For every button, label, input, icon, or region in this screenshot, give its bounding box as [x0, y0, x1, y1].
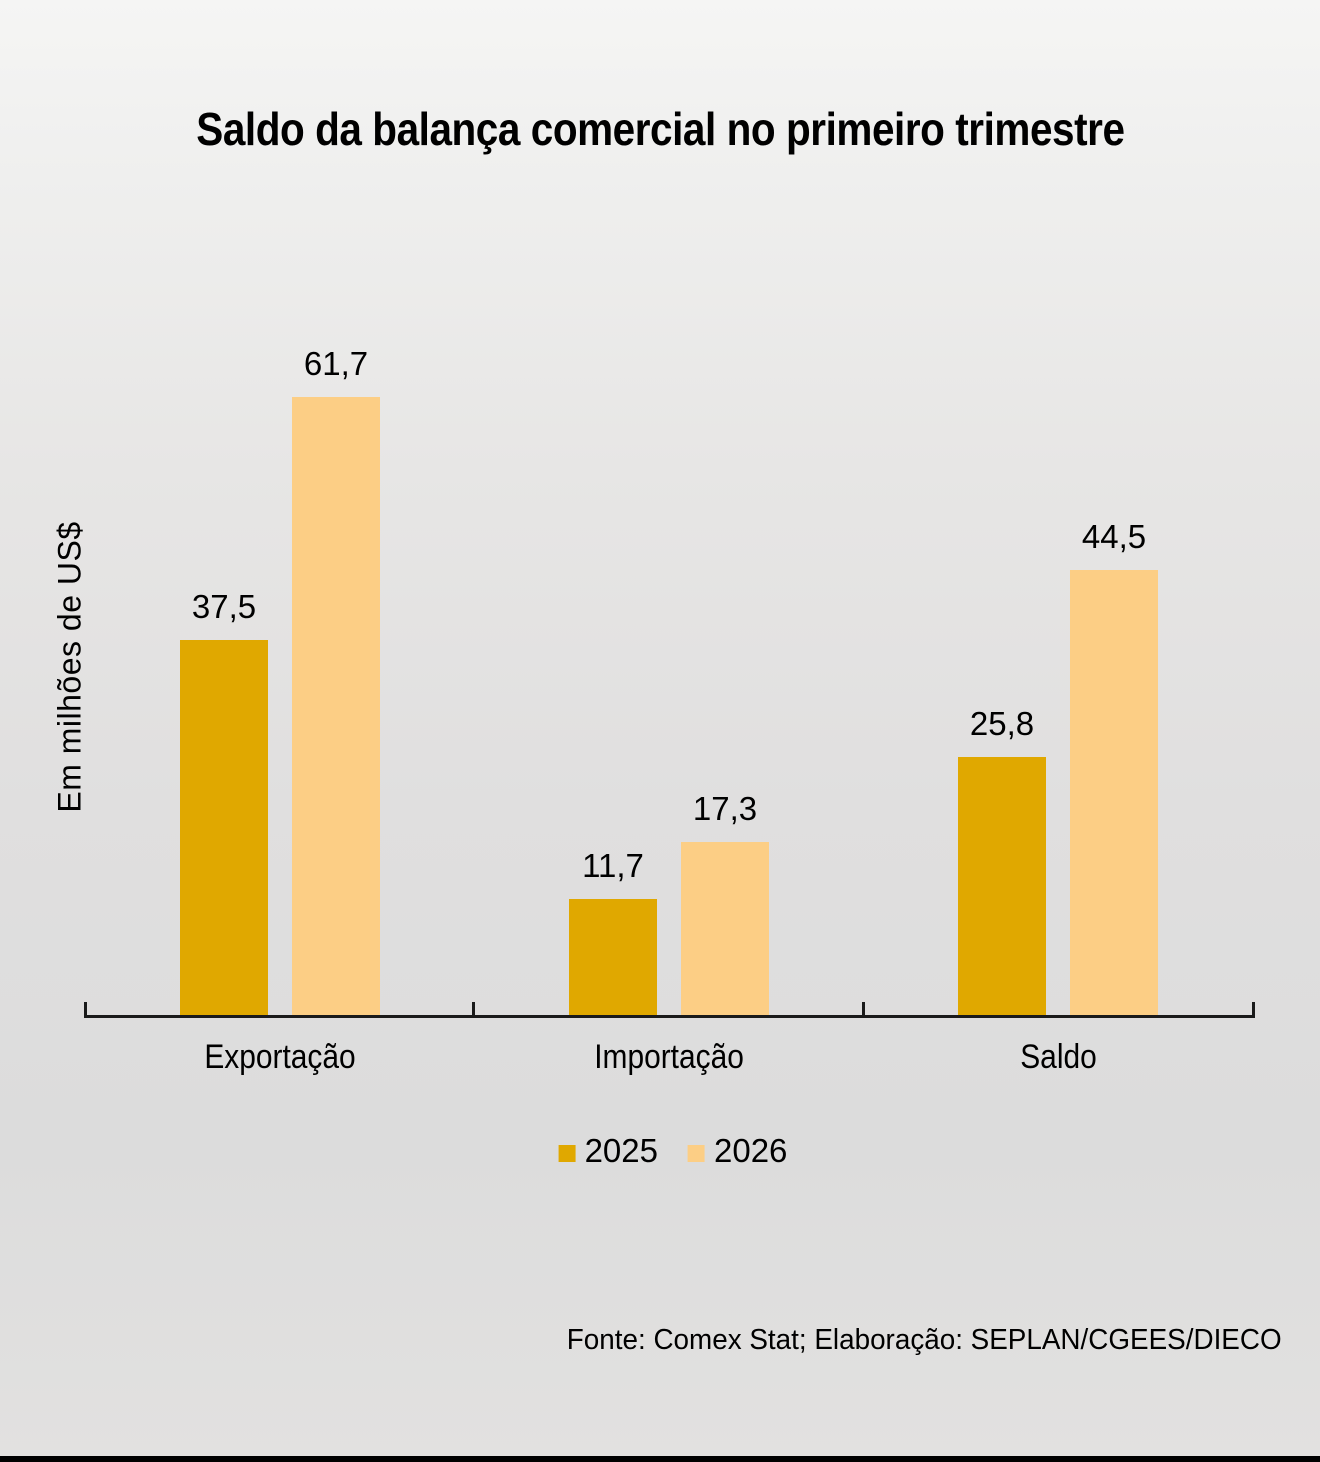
bar-column-2026: 17,3 [681, 790, 769, 1016]
x-axis-tick [1252, 1002, 1255, 1016]
category-label-text: Saldo [1019, 1038, 1097, 1076]
bar-column-2026: 61,7 [292, 345, 380, 1016]
bar-value-label: 25,8 [969, 705, 1035, 742]
bar-group-saldo: 25,8 44,5 [938, 518, 1178, 1016]
x-axis-line [84, 1015, 1255, 1018]
legend-swatch-2025-icon [558, 1144, 576, 1162]
category-label-importacao: Importação [519, 1038, 819, 1077]
legend-swatch-2026-icon [688, 1144, 705, 1162]
bar-2025-saldo [958, 757, 1046, 1016]
y-axis-label: Em milhões de US$ [51, 521, 88, 813]
category-label-exportacao: Exportação [130, 1038, 430, 1077]
legend-label-2026: 2026 [714, 1132, 788, 1169]
legend-item-2026: 2026 [688, 1132, 787, 1170]
bar-2025-exportacao [180, 640, 268, 1016]
bar-2026-importacao [681, 842, 769, 1016]
bar-value-label: 17,3 [692, 790, 758, 827]
legend-label-2025: 2025 [584, 1132, 658, 1169]
footer-source: Fonte: Comex Stat; Elaboração: SEPLAN/CG… [537, 1324, 1282, 1357]
bar-2026-saldo [1070, 570, 1158, 1016]
bar-column-2026: 44,5 [1070, 518, 1158, 1016]
bar-value-label: 61,7 [303, 345, 369, 382]
x-axis-tick [472, 1002, 475, 1016]
chart-title-text: Saldo da balança comercial no primeiro t… [195, 103, 1125, 155]
x-axis-tick [862, 1002, 865, 1016]
category-label-text: Importação [594, 1038, 744, 1076]
bar-column-2025: 25,8 [958, 705, 1046, 1016]
bar-2026-exportacao [292, 397, 380, 1016]
category-label-saldo: Saldo [908, 1038, 1208, 1077]
bar-group-importacao: 11,7 17,3 [549, 790, 789, 1016]
bar-value-label: 37,5 [191, 588, 257, 625]
x-axis-tick [84, 1002, 87, 1016]
legend-item-2025: 2025 [558, 1132, 658, 1170]
footer-source-text: Fonte: Comex Stat; Elaboração: SEPLAN/CG… [567, 1324, 1282, 1356]
bar-value-label: 11,7 [582, 847, 644, 884]
bar-2025-importacao [569, 899, 657, 1016]
bar-group-exportacao: 37,5 61,7 [160, 345, 400, 1016]
bottom-edge-bar [0, 1456, 1320, 1462]
chart-title: Saldo da balança comercial no primeiro t… [0, 102, 1320, 156]
bar-column-2025: 37,5 [180, 588, 268, 1016]
bar-value-label: 44,5 [1081, 518, 1147, 555]
bar-column-2025: 11,7 [569, 847, 657, 1016]
category-label-text: Exportação [204, 1038, 356, 1076]
legend: 2025 2026 [558, 1132, 787, 1170]
